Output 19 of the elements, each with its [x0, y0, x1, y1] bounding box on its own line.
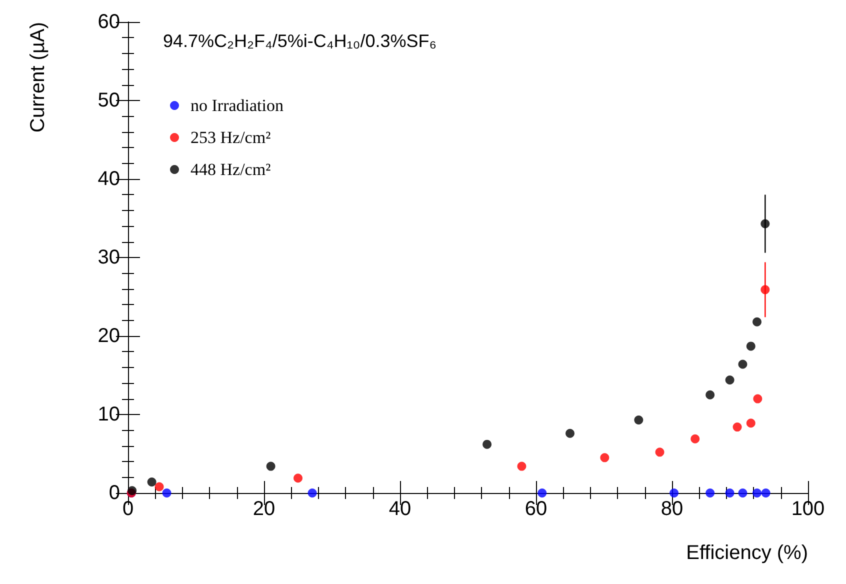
x-tick-label: 20	[252, 498, 276, 520]
x-tick-label: 60	[524, 498, 548, 520]
y-tick-label: 10	[98, 404, 120, 426]
y-tick-label: 20	[98, 325, 120, 347]
y-tick-label: 60	[98, 11, 120, 33]
y-tick-label: 50	[98, 90, 120, 112]
legend-label: 448 Hz/cm²	[190, 160, 271, 179]
y-tick-label: 40	[98, 168, 120, 190]
x-tick-label: 0	[122, 498, 134, 520]
annotation: 94.7%C₂H₂F₄/5%i-C₄H₁₀/0.3%SF₆	[163, 31, 437, 51]
legend-label: 253 Hz/cm²	[190, 128, 271, 147]
x-tick-label: 40	[388, 498, 412, 520]
x-axis-title: Efficiency (%)	[686, 542, 808, 564]
y-axis-title: Current (µA)	[27, 22, 49, 132]
x-tick-label: 100	[791, 498, 825, 520]
legend-label: no Irradiation	[190, 96, 284, 115]
x-tick-label: 80	[660, 498, 684, 520]
y-tick-label: 30	[98, 246, 120, 268]
y-tick-label: 0	[108, 482, 120, 504]
